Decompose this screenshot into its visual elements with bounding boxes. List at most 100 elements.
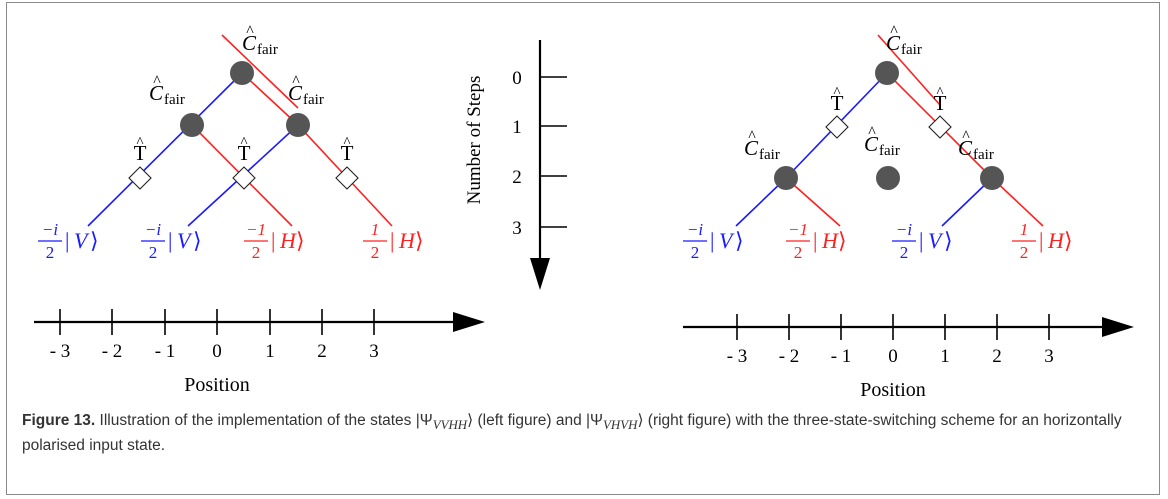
right-state-2-bra: | (919, 228, 923, 253)
right-state-1-bra: | (813, 228, 817, 253)
left-state-1: −i 2 | V ⟩ (141, 220, 202, 262)
figure-caption: Figure 13. Illustration of the implement… (22, 410, 1142, 456)
right-coin-node-2 (876, 166, 900, 190)
right-state-0-bra: | (710, 228, 714, 253)
left-state-2-denominator: 2 (252, 243, 261, 262)
right-state-0-ket: V (719, 228, 735, 253)
left-tick-label-5: 2 (317, 341, 327, 362)
right-state-3-numerator: 1 (1020, 220, 1029, 239)
left-state-1-numerator: −i (145, 220, 161, 239)
left-state-1-angle: ⟩ (193, 228, 202, 253)
left-state-0-angle: ⟩ (90, 228, 99, 253)
left-axis-arrow (453, 312, 485, 332)
left-tick-label-0: - 3 (50, 341, 71, 362)
right-state-0-denominator: 2 (691, 243, 700, 262)
left-red-1 (241, 72, 299, 126)
steps-axis-title: Number of Steps (464, 76, 485, 205)
right-coin-label-2-c: C (864, 132, 879, 156)
left-blue-0 (87, 72, 243, 227)
right-tick-label-5: 2 (992, 346, 1002, 367)
left-tick-label-3: 0 (212, 341, 222, 362)
right-state-3: 1 2 | H ⟩ (1012, 220, 1073, 262)
right-state-2-numerator: −i (896, 220, 912, 239)
right-coin-label-0-hat: ^ (890, 23, 898, 40)
left-coin-label-0-c: C (242, 31, 257, 55)
right-coin-label-3-hat: ^ (962, 128, 970, 145)
left-state-3: 1 2 | H ⟩ (363, 220, 424, 262)
left-coin-label-0-hat: ^ (246, 23, 254, 40)
left-tick-label-4: 1 (265, 341, 275, 362)
left-state-1-denominator: 2 (149, 243, 158, 262)
left-coin-label-0: C^fair (242, 23, 278, 58)
right-coin-label-2-hat: ^ (868, 124, 876, 141)
right-coin-node-0 (875, 61, 899, 85)
right-coin-label-1-sub: fair (759, 147, 780, 163)
right-red-0 (877, 34, 941, 106)
right-state-3-denominator: 2 (1020, 243, 1029, 262)
right-state-1-denominator: 2 (794, 243, 803, 262)
right-coin-label-3-c: C (958, 136, 973, 160)
right-t-gate-0 (825, 115, 849, 139)
figure-frame (6, 2, 1160, 495)
right-t-gate-1 (928, 115, 952, 139)
left-coin-node-1 (180, 113, 204, 137)
right-coin-node-1 (774, 166, 798, 190)
left-red-0 (221, 34, 299, 109)
left-coin-label-0-sub: fair (257, 42, 278, 58)
left-state-0-ket: V (74, 228, 90, 253)
steps-tick-label-3: 3 (512, 218, 522, 239)
right-state-0-angle: ⟩ (735, 228, 744, 253)
right-state-2-denominator: 2 (900, 243, 909, 262)
left-t-label-1: T (238, 141, 251, 165)
right-coin-label-0: C^fair (886, 23, 922, 58)
right-state-3-bra: | (1039, 228, 1043, 253)
right-tick-label-0: - 3 (727, 346, 748, 367)
left-state-0-numerator: −i (42, 220, 58, 239)
right-red-2 (785, 177, 841, 227)
right-coin-label-0-sub: fair (901, 42, 922, 58)
right-coin-label-0-c: C (886, 31, 901, 55)
left-state-2-angle: ⟩ (296, 228, 305, 253)
left-coin-label-2-c: C (288, 81, 303, 105)
right-coin-label-3: C^fair (958, 128, 994, 163)
left-coin-label-1-hat: ^ (153, 73, 161, 90)
right-t-label-1: T (934, 91, 947, 115)
left-coin-node-0 (230, 61, 254, 85)
right-state-0: −i 2 | V ⟩ (683, 220, 744, 262)
left-state-0-bra: | (65, 228, 69, 253)
left-axis-title: Position (184, 374, 250, 396)
right-coin-label-2: C^fair (864, 124, 900, 159)
right-state-3-angle: ⟩ (1064, 228, 1073, 253)
left-state-0-denominator: 2 (46, 243, 55, 262)
left-tick-label-6: 3 (369, 341, 379, 362)
caption-text-c: ⟩ (right figure) with the three-state-sw… (22, 412, 1122, 455)
left-t-gate-0 (128, 166, 152, 190)
right-axis-arrow (1102, 317, 1134, 337)
left-state-1-bra: | (168, 228, 172, 253)
caption-text-a: Illustration of the implementation of th… (95, 412, 433, 429)
right-state-2-angle: ⟩ (944, 228, 953, 253)
left-t-label-0-hat: ^ (136, 135, 143, 151)
right-state-1-numerator: −1 (788, 220, 808, 239)
left-state-2: −1 2 | H ⟩ (244, 220, 305, 262)
left-state-3-ket: H (398, 228, 416, 253)
left-state-2-bra: | (271, 228, 275, 253)
left-state-2-ket: H (279, 228, 297, 253)
right-state-2-ket: V (928, 228, 944, 253)
left-state-1-ket: V (177, 228, 193, 253)
right-t-label-0: T (831, 91, 844, 115)
steps-tick-label-0: 0 (512, 68, 522, 89)
right-coin-label-1-c: C (744, 136, 759, 160)
right-t-label-1-hat: ^ (936, 85, 943, 101)
left-tick-label-1: - 2 (102, 341, 123, 362)
left-t-label-2-hat: ^ (343, 135, 350, 151)
right-tick-label-6: 3 (1044, 346, 1054, 367)
right-tick-label-1: - 2 (779, 346, 800, 367)
left-state-0: −i 2 | V ⟩ (38, 220, 99, 262)
left-state-3-bra: | (390, 228, 394, 253)
left-t-label-2: T (341, 141, 354, 165)
right-state-3-ket: H (1047, 228, 1065, 253)
right-t-label-0-hat: ^ (833, 85, 840, 101)
steps-tick-label-2: 2 (512, 167, 522, 188)
left-t-label-0: T (134, 141, 147, 165)
